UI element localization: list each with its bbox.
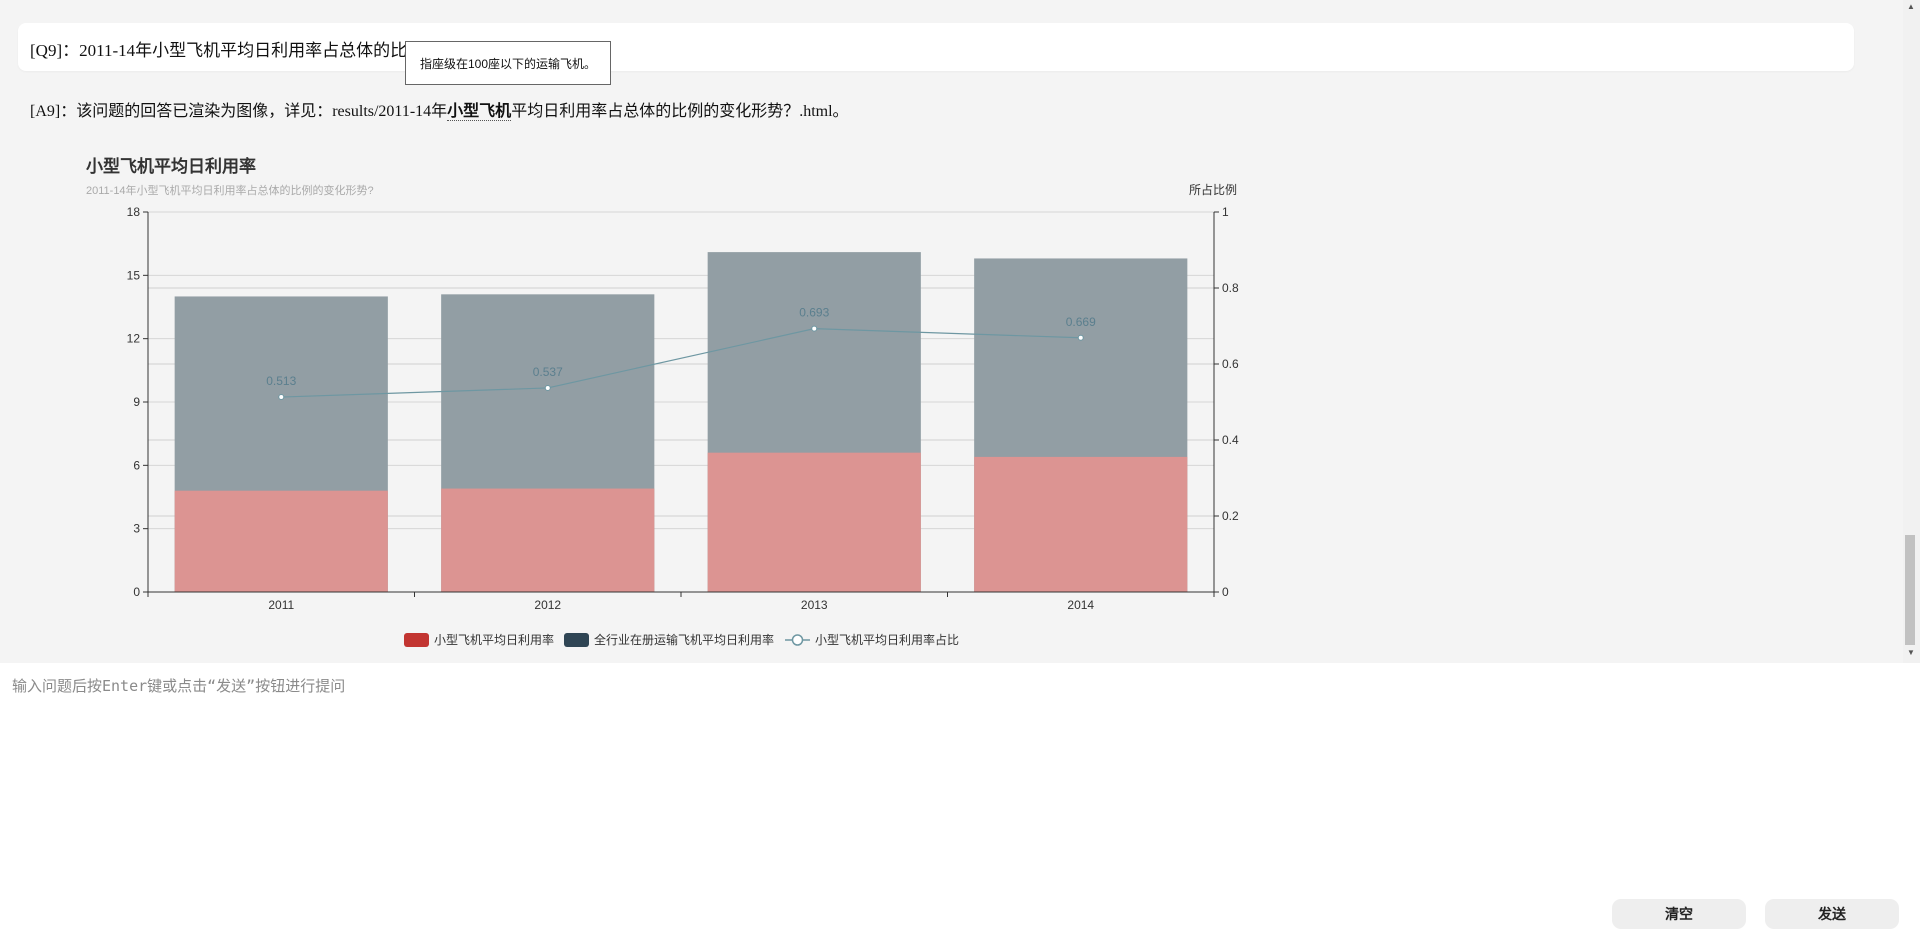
ratio-polyline xyxy=(281,328,1081,398)
highlighted-term[interactable]: 小型飞机 xyxy=(447,103,512,121)
chart-title: 小型飞机平均日利用率 xyxy=(86,156,256,176)
scroll-up-arrow-icon[interactable]: ▲ xyxy=(1907,2,1915,11)
bar-small-aircraft xyxy=(174,490,388,592)
data-label: 0.669 xyxy=(1066,315,1096,329)
ratio-point xyxy=(544,384,551,391)
legend-swatch-marker xyxy=(791,634,804,646)
right-axis-name: 所占比例 xyxy=(1189,182,1237,197)
legend-label: 全行业在册运输飞机平均日利用率 xyxy=(594,632,774,647)
y-tick-label-right: 0.4 xyxy=(1222,433,1239,447)
answer-prefix: [A9]：该问题的回答已渲染为图像，详见：results/2011-14年 xyxy=(30,103,448,120)
ratio-line: 0.513 0.537 0.693 0.669 xyxy=(266,306,1096,401)
data-label: 0.693 xyxy=(799,306,829,320)
y-tick-label-left: 6 xyxy=(133,458,140,472)
input-panel: 清空 发送 xyxy=(0,663,1920,947)
y-tick-label-right: 0.2 xyxy=(1222,509,1239,523)
question-card: [Q9]：2011-14年小型飞机平均日利用率占总体的比例的变化形势？ xyxy=(18,23,1854,71)
legend-label: 小型飞机平均日利用率 xyxy=(434,632,554,647)
question-input[interactable] xyxy=(10,673,1904,877)
legend-label: 小型飞机平均日利用率占比 xyxy=(815,632,959,647)
bar-small-aircraft xyxy=(441,488,655,592)
ratio-point xyxy=(1077,334,1084,341)
scroll-down-arrow-icon[interactable]: ▼ xyxy=(1907,648,1915,657)
data-label: 0.513 xyxy=(266,374,296,388)
y-tick-label-left: 3 xyxy=(133,522,140,536)
x-tick-label: 2012 xyxy=(534,598,561,612)
legend: 小型飞机平均日利用率 全行业在册运输飞机平均日利用率 小型飞机平均日利用率占比 xyxy=(404,632,959,647)
chart-subtitle: 2011-14年小型飞机平均日利用率占总体的比例的变化形势? xyxy=(86,183,374,197)
bar-small-aircraft xyxy=(707,452,921,592)
y-tick-label-left: 9 xyxy=(133,395,140,409)
bar-small-aircraft xyxy=(974,456,1188,592)
y-tick-label-left: 0 xyxy=(133,585,140,599)
answer-suffix: 平均日利用率占总体的比例的变化形势？.html。 xyxy=(511,103,849,120)
bars xyxy=(174,252,1188,592)
x-tick-label: 2013 xyxy=(801,598,828,612)
scrollbar-thumb[interactable] xyxy=(1905,535,1915,645)
chart: 小型飞机平均日利用率 2011-14年小型飞机平均日利用率占总体的比例的变化形势… xyxy=(86,156,1239,647)
send-button[interactable]: 发送 xyxy=(1765,899,1899,929)
chat-history[interactable]: [Q9]：2011-14年小型飞机平均日利用率占总体的比例的变化形势？ 指座级在… xyxy=(0,0,1920,663)
question-text: [Q9]：2011-14年小型飞机平均日利用率占总体的比例的变化形势？ xyxy=(30,41,527,60)
axes: 0 3 6 9 12 15 18 0 0.2 0.4 0.6 0.8 1 2011 2012 2013 2014 xyxy=(127,205,1239,612)
y-tick-label-right: 0.8 xyxy=(1222,281,1239,295)
legend-swatch xyxy=(564,633,589,647)
y-tick-label-right: 0 xyxy=(1222,585,1229,599)
y-tick-label-right: 1 xyxy=(1222,205,1229,219)
data-label: 0.537 xyxy=(533,365,563,379)
y-tick-label-right: 0.6 xyxy=(1222,357,1239,371)
ratio-point xyxy=(278,394,285,401)
y-tick-label-left: 15 xyxy=(127,268,141,282)
scrollbar[interactable]: ▲ ▼ xyxy=(1903,0,1920,663)
ratio-point xyxy=(811,325,818,332)
x-tick-label: 2014 xyxy=(1067,598,1094,612)
y-tick-label-left: 12 xyxy=(127,332,141,346)
clear-button[interactable]: 清空 xyxy=(1612,899,1746,929)
answer-text: [A9]：该问题的回答已渲染为图像，详见：results/2011-14年小型飞… xyxy=(30,97,849,121)
term-tooltip: 指座级在100座以下的运输飞机。 xyxy=(405,41,611,85)
legend-swatch xyxy=(404,633,429,647)
x-tick-label: 2011 xyxy=(268,598,294,612)
y-tick-label-left: 18 xyxy=(127,205,141,219)
